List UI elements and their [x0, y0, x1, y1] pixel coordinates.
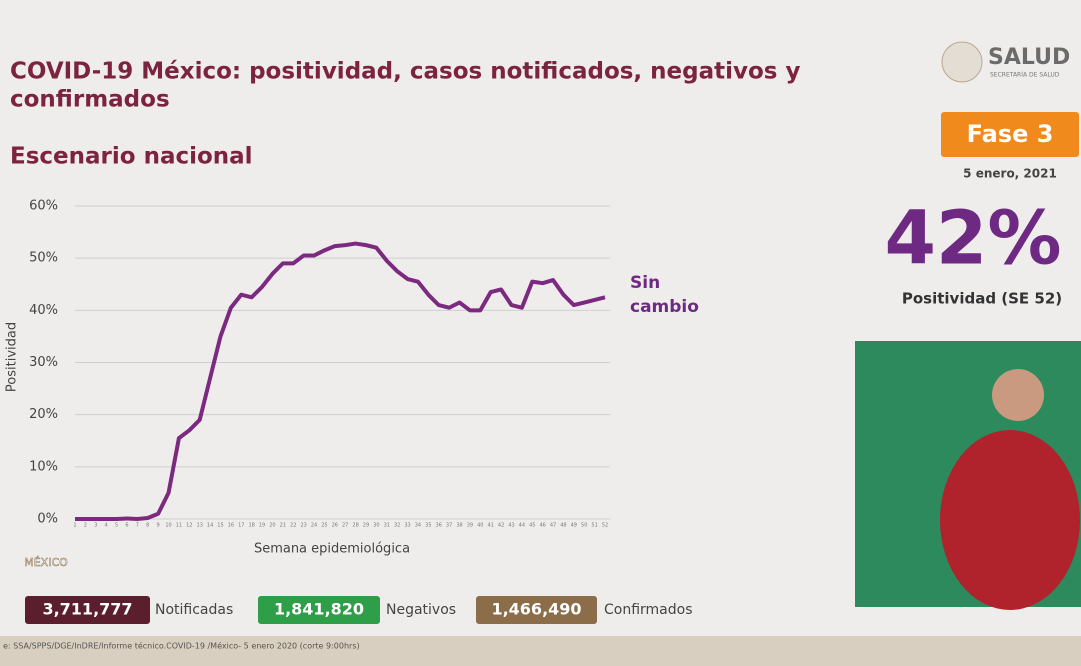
x-tick-label: 7: [136, 523, 139, 529]
x-tick-label: 2: [84, 523, 87, 529]
y-tick-label: 0%: [37, 512, 58, 527]
x-tick-label: 9: [157, 523, 160, 529]
date: 5 enero, 2021: [963, 167, 1057, 181]
x-tick-label: 33: [404, 523, 410, 529]
count-box: [25, 596, 150, 624]
x-tick-label: 44: [519, 523, 525, 529]
count-value: 3,711,777: [42, 600, 132, 619]
footer: e: SSA/SPPS/DGE/InDRE/Informe técnico.CO…: [3, 641, 360, 651]
x-tick-label: 35: [425, 523, 431, 529]
phase-box: [941, 112, 1079, 157]
x-tick-label: 5: [115, 523, 118, 529]
y-tick-label: 60%: [29, 199, 58, 214]
count-box: [258, 596, 380, 624]
x-tick-label: 28: [352, 523, 358, 529]
x-axis-label: Semana epidemiológica: [254, 542, 410, 557]
x-tick-label: 17: [238, 523, 244, 529]
x-tick-label: 30: [373, 523, 379, 529]
big-label: Positividad (SE 52): [902, 290, 1062, 308]
y-tick-label: 40%: [29, 303, 58, 318]
count-label: Confirmados: [604, 602, 693, 618]
x-tick-label: 16: [228, 523, 234, 529]
title-line: COVID-19 México: positividad, casos noti…: [10, 59, 801, 85]
count-box: [476, 596, 597, 624]
x-tick-label: 8: [146, 523, 149, 529]
x-tick-label: 20: [269, 523, 275, 529]
count-value: 1,466,490: [491, 600, 581, 619]
count-label: Notificadas: [155, 602, 233, 618]
x-tick-label: 47: [550, 523, 556, 529]
x-tick-label: 50: [581, 523, 587, 529]
x-tick-label: 23: [300, 523, 306, 529]
x-tick-label: 10: [165, 523, 171, 529]
logo-subtext: SECRETARÍA DE SALUD: [990, 72, 1060, 79]
x-tick-label: 1: [73, 523, 76, 529]
interpreter-head: [992, 369, 1044, 421]
x-tick-label: 37: [446, 523, 452, 529]
x-tick-label: 52: [602, 523, 608, 529]
y-tick-label: 30%: [29, 355, 58, 370]
phase: Fase 3: [967, 120, 1054, 148]
x-tick-label: 36: [436, 523, 442, 529]
x-tick-label: 25: [321, 523, 327, 529]
x-tick-label: 22: [290, 523, 296, 529]
x-tick-label: 34: [415, 523, 421, 529]
x-tick-label: 14: [207, 523, 213, 529]
x-tick-label: 42: [498, 523, 504, 529]
y-axis-label: Positividad: [5, 322, 20, 392]
annotation: cambio: [630, 297, 699, 317]
x-tick-label: 18: [248, 523, 254, 529]
x-tick-label: 3: [94, 523, 97, 529]
x-tick-label: 15: [217, 523, 223, 529]
line: [75, 241, 606, 521]
x-tick-label: 40: [477, 523, 483, 529]
y-tick-label: 20%: [29, 407, 58, 422]
y-tick-label: 10%: [29, 459, 58, 474]
logo-text: SALUD: [988, 45, 1070, 70]
interpreter: [940, 430, 1080, 610]
x-tick-label: 45: [529, 523, 535, 529]
x-tick-label: 41: [487, 523, 493, 529]
big-value: 42%: [884, 196, 1061, 282]
x-tick-label: 38: [456, 523, 462, 529]
x-tick-label: 13: [197, 523, 203, 529]
left-logo: MÉXICO: [24, 556, 68, 569]
x-tick-label: 39: [467, 523, 473, 529]
annotation: Sin: [630, 273, 660, 293]
subtitle: Escenario nacional: [10, 144, 253, 170]
logo-seal: [941, 41, 983, 83]
x-tick-label: 11: [176, 523, 182, 529]
x-tick-label: 21: [280, 523, 286, 529]
x-tick-label: 27: [342, 523, 348, 529]
y-tick-label: 50%: [29, 251, 58, 266]
x-tick-label: 6: [125, 523, 128, 529]
count-label: Negativos: [386, 602, 456, 618]
x-tick-label: 46: [539, 523, 545, 529]
count-value: 1,841,820: [274, 600, 364, 619]
x-tick-label: 31: [384, 523, 390, 529]
x-tick-label: 19: [259, 523, 265, 529]
x-tick-label: 32: [394, 523, 400, 529]
x-tick-label: 26: [332, 523, 338, 529]
x-tick-label: 51: [591, 523, 597, 529]
x-tick-label: 12: [186, 523, 192, 529]
title-line: confirmados: [10, 87, 170, 113]
x-tick-label: 29: [363, 523, 369, 529]
x-tick-label: 24: [311, 523, 317, 529]
x-tick-label: 49: [571, 523, 577, 529]
x-tick-label: 4: [105, 523, 108, 529]
x-tick-label: 48: [560, 523, 566, 529]
x-tick-label: 43: [508, 523, 514, 529]
footer-band: [0, 636, 1081, 666]
